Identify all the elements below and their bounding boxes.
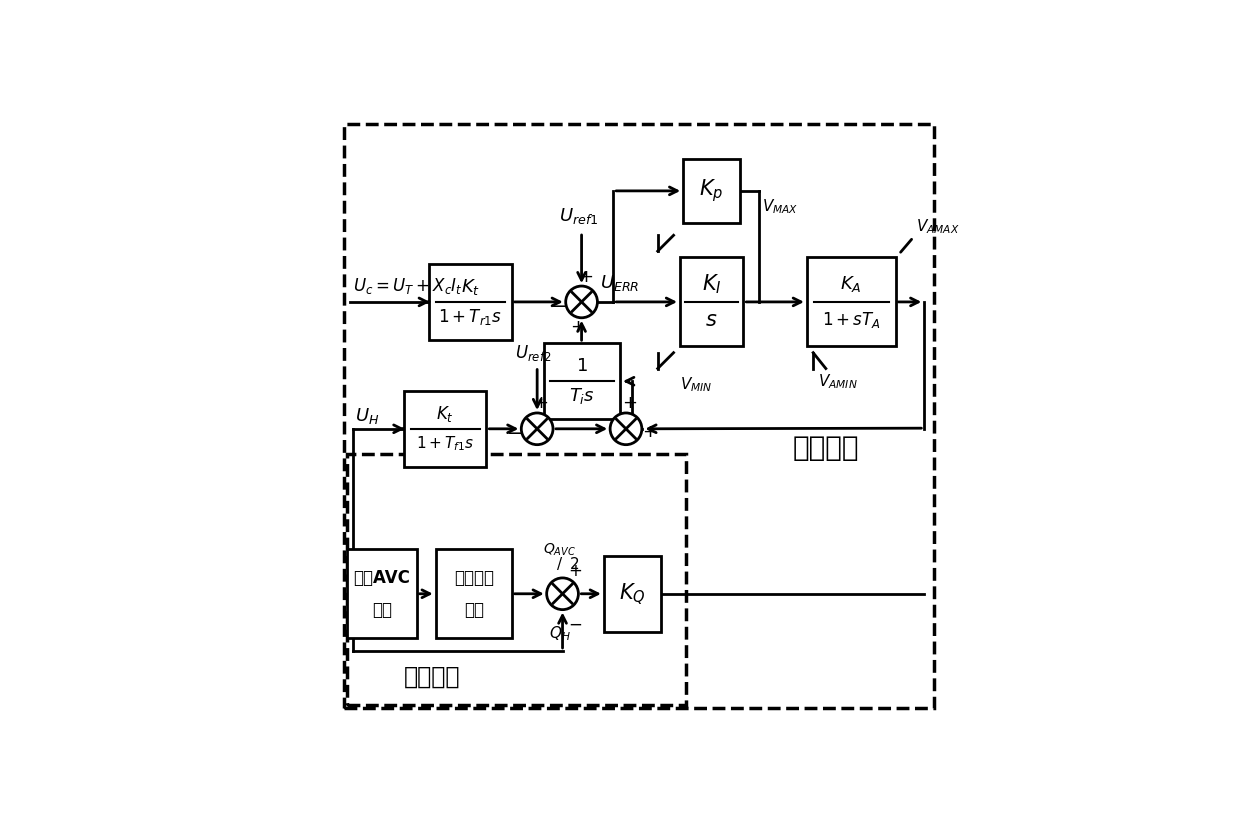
Circle shape	[521, 413, 553, 445]
FancyBboxPatch shape	[807, 258, 895, 346]
Text: $U_{ref1}$: $U_{ref1}$	[559, 206, 599, 227]
FancyBboxPatch shape	[404, 391, 486, 467]
Text: 功率均分: 功率均分	[454, 569, 494, 587]
FancyBboxPatch shape	[680, 258, 743, 346]
FancyBboxPatch shape	[347, 550, 417, 639]
Text: $2$: $2$	[569, 556, 579, 572]
Text: 调度: 调度	[372, 601, 392, 619]
Text: $1+T_{f1}s$: $1+T_{f1}s$	[415, 435, 475, 453]
Circle shape	[547, 578, 578, 610]
Text: $+$: $+$	[568, 563, 582, 580]
Text: 模块: 模块	[464, 601, 484, 619]
Text: $K_A$: $K_A$	[841, 274, 862, 294]
Text: $Q_{AVC}$: $Q_{AVC}$	[543, 541, 575, 558]
Text: $V_{AMAX}$: $V_{AMAX}$	[916, 218, 960, 236]
Text: $1+T_{r1}s$: $1+T_{r1}s$	[439, 307, 502, 327]
Text: $K_t$: $K_t$	[461, 277, 480, 297]
Text: $T_i s$: $T_i s$	[569, 386, 594, 406]
Text: $U_H$: $U_H$	[355, 406, 379, 426]
Text: $V_{AMIN}$: $V_{AMIN}$	[818, 372, 858, 391]
Text: $1$: $1$	[575, 357, 588, 375]
Text: $V_{MIN}$: $V_{MIN}$	[680, 375, 712, 394]
Text: $U_{ref2}$: $U_{ref2}$	[515, 343, 552, 363]
Text: $+$: $+$	[578, 268, 593, 286]
Text: $1+sT_A$: $1+sT_A$	[822, 310, 880, 330]
Text: $Q_H$: $Q_H$	[548, 625, 570, 643]
Text: $+$: $+$	[533, 395, 548, 413]
Text: $V_{MAX}$: $V_{MAX}$	[763, 198, 799, 216]
Text: $K_I$: $K_I$	[702, 273, 722, 296]
FancyBboxPatch shape	[429, 264, 512, 340]
Text: $/$: $/$	[556, 555, 563, 573]
Text: $K_t$: $K_t$	[436, 404, 454, 424]
Text: $-$: $-$	[551, 296, 567, 314]
FancyBboxPatch shape	[683, 159, 740, 222]
Text: $K_p$: $K_p$	[699, 177, 724, 204]
Text: $s$: $s$	[706, 310, 718, 330]
Text: 无功外环: 无功外环	[404, 664, 461, 688]
Text: $+$: $+$	[570, 318, 585, 336]
Text: 远方AVC: 远方AVC	[353, 569, 410, 587]
Text: $K_Q$: $K_Q$	[619, 581, 646, 606]
FancyBboxPatch shape	[543, 343, 620, 419]
Text: $U_c=U_T+X_cI_t$: $U_c=U_T+X_cI_t$	[353, 276, 463, 296]
Text: $+$: $+$	[642, 423, 657, 441]
FancyBboxPatch shape	[604, 555, 661, 632]
Circle shape	[565, 286, 598, 318]
Text: $+$: $+$	[622, 395, 637, 413]
FancyBboxPatch shape	[435, 550, 512, 639]
Text: $-$: $-$	[506, 423, 522, 441]
Text: $U_{ERR}$: $U_{ERR}$	[600, 273, 640, 293]
Text: 电压内环: 电压内环	[792, 434, 859, 461]
Text: $-$: $-$	[568, 616, 582, 633]
Circle shape	[610, 413, 642, 445]
